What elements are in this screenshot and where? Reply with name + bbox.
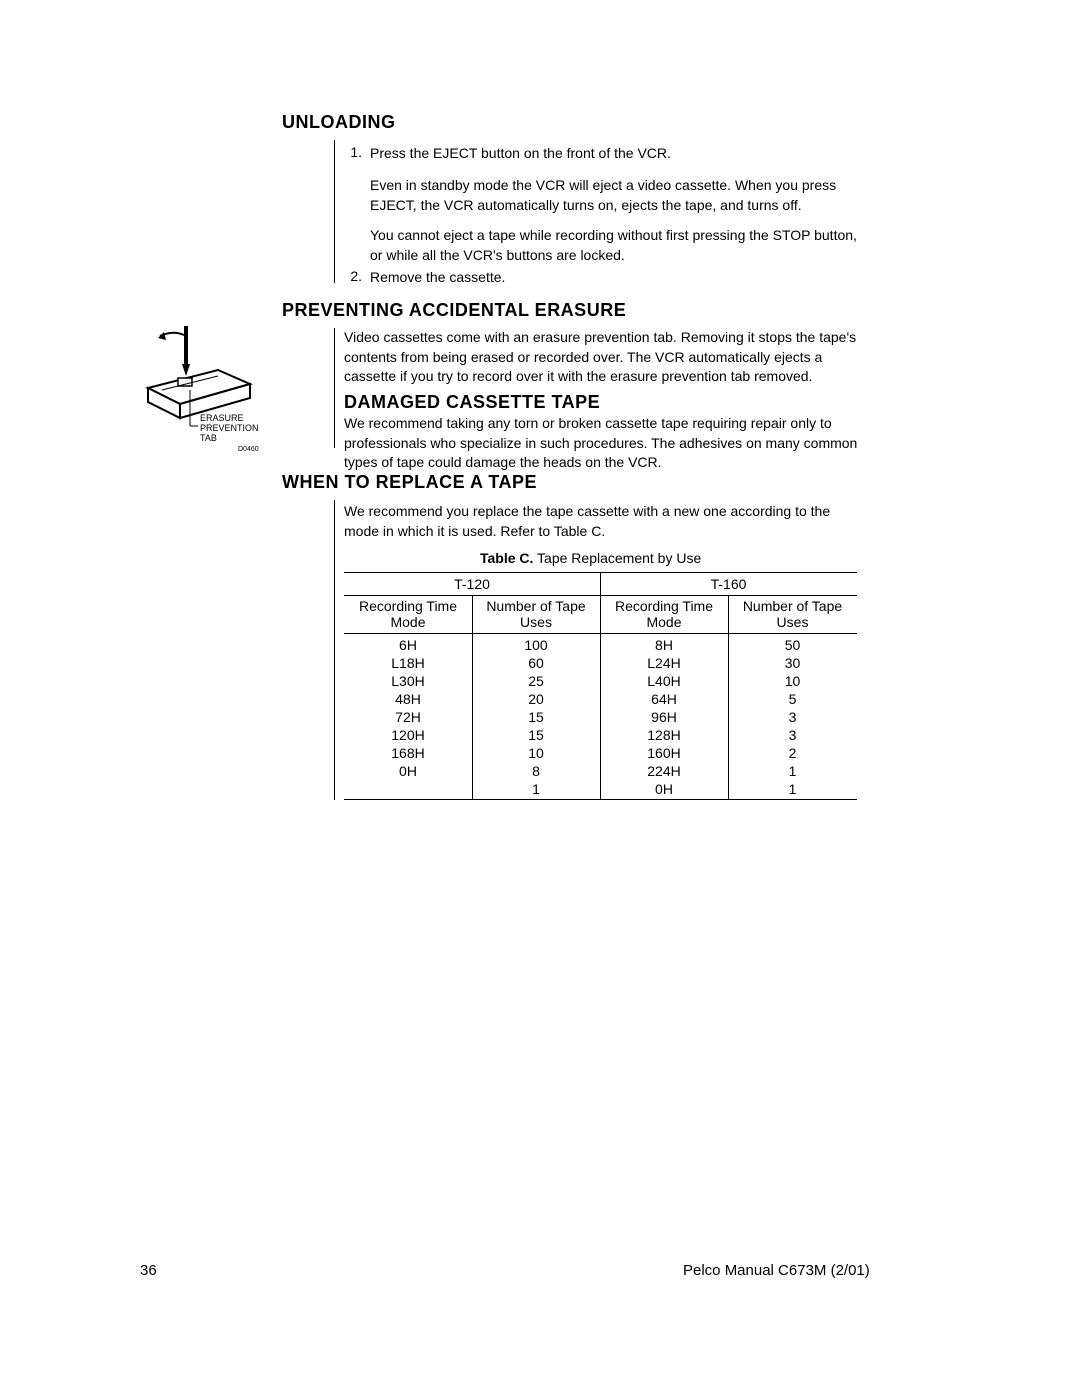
table-t160-uses-2: 10 [728,673,857,689]
table-t160-mode-8: 0H [600,781,728,797]
heading-unloading: UNLOADING [282,112,396,133]
table-t160-mode-0: 8H [600,637,728,653]
table-sub-uses-t120-l2: Uses [472,614,600,630]
table-title-bold: Table C. [480,550,533,566]
table-t160-uses-7: 1 [728,763,857,779]
unloading-step2-p1: Remove the cassette. [370,268,850,288]
table-t160-mode-7: 224H [600,763,728,779]
table-t160-mode-5: 128H [600,727,728,743]
table-sub-recmode-t160-l2: Mode [600,614,728,630]
table-t120-mode-1: L18H [344,655,472,671]
table-t160-uses-3: 5 [728,691,857,707]
page: UNLOADING 1. Press the EJECT button on t… [0,0,1080,1397]
table-t160-mode-1: L24H [600,655,728,671]
damaged-p1: We recommend taking any torn or broken c… [344,414,858,473]
unloading-step1-p3: You cannot eject a tape while recording … [370,226,860,265]
replace-p1: We recommend you replace the tape casset… [344,502,864,541]
table-sub-recmode-t160-l1: Recording Time [600,598,728,614]
table-sub-uses-t120-l1: Number of Tape [472,598,600,614]
table-t160-mode-4: 96H [600,709,728,725]
figure-code: D0460 [238,446,259,453]
heading-preventing: PREVENTING ACCIDENTAL ERASURE [282,300,626,321]
preventing-rule [334,328,335,448]
table-hline-2 [344,633,857,634]
unloading-step1-p2: Even in standby mode the VCR will eject … [370,176,854,215]
unloading-step1-p1: Press the EJECT button on the front of t… [370,144,880,164]
table-t160-mode-2: L40H [600,673,728,689]
table-head-t120: T-120 [344,576,600,592]
unloading-rule [334,140,335,283]
table-t120-uses-5: 15 [472,727,600,743]
table-t120-mode-3: 48H [344,691,472,707]
table-head-t160: T-160 [600,576,857,592]
table-sub-uses-t160-l1: Number of Tape [728,598,857,614]
table-t120-mode-7: 0H [344,763,472,779]
table-t160-uses-0: 50 [728,637,857,653]
footer-page-number: 36 [140,1262,157,1279]
table-t120-uses-8: 1 [472,781,600,797]
table-t120-uses-2: 25 [472,673,600,689]
table-t120-uses-1: 60 [472,655,600,671]
heading-replace: WHEN TO REPLACE A TAPE [282,472,537,493]
table-sub-recmode-t120-l1: Recording Time [344,598,472,614]
table-t160-uses-4: 3 [728,709,857,725]
table-t160-uses-8: 1 [728,781,857,797]
table-t160-mode-6: 160H [600,745,728,761]
table-t120-mode-0: 6H [344,637,472,653]
table-t120-uses-4: 15 [472,709,600,725]
figure-label-l3: TAB [200,434,217,444]
table-sub-uses-t160-l2: Uses [728,614,857,630]
table-title: Table C. Tape Replacement by Use [480,550,701,566]
table-t120-uses-6: 10 [472,745,600,761]
table-t120-uses-0: 100 [472,637,600,653]
replace-rule [334,500,335,800]
heading-damaged: DAMAGED CASSETTE TAPE [344,392,600,413]
table-t160-uses-1: 30 [728,655,857,671]
table-t160-mode-3: 64H [600,691,728,707]
table-title-rest: Tape Replacement by Use [533,550,701,566]
table-t160-uses-6: 2 [728,745,857,761]
table-t120-mode-2: L30H [344,673,472,689]
table-hline-1 [344,595,857,596]
table-sub-recmode-t120-l2: Mode [344,614,472,630]
unloading-step1-number: 1. [344,144,362,160]
table-t120-mode-5: 120H [344,727,472,743]
footer-manual: Pelco Manual C673M (2/01) [683,1262,870,1279]
table-t120-mode-6: 168H [344,745,472,761]
preventing-p1: Video cassettes come with an erasure pre… [344,328,864,387]
table-c: T-120 T-160 Recording Time Mode Number o… [344,572,857,800]
unloading-step2-number: 2. [344,268,362,284]
table-t120-uses-7: 8 [472,763,600,779]
table-t120-mode-4: 72H [344,709,472,725]
table-t120-uses-3: 20 [472,691,600,707]
table-t160-uses-5: 3 [728,727,857,743]
